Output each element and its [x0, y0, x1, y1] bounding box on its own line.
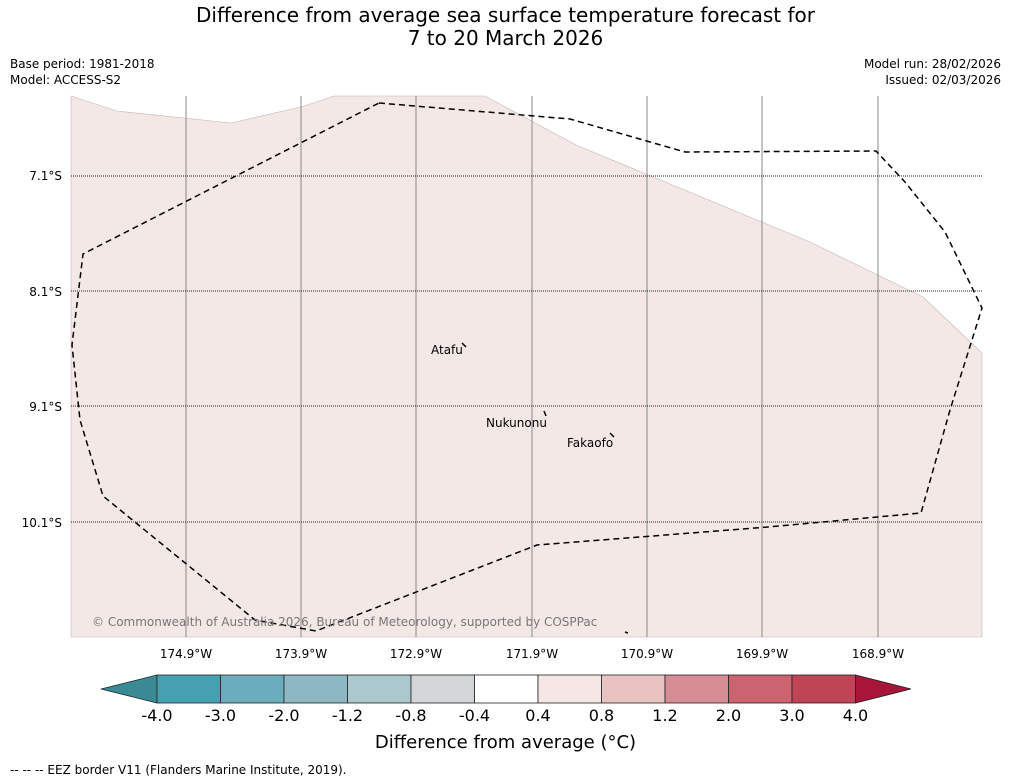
colorbar-swatch-2: [220, 674, 285, 704]
colorbar: [100, 674, 912, 704]
base-period: Base period: 1981-2018: [10, 57, 155, 71]
colorbar-extend-low: [100, 674, 158, 704]
colorbar-extend-high: [855, 674, 912, 704]
lon-label-1: 174.9°W: [160, 647, 212, 661]
nukunonu-island: [543, 410, 547, 417]
colorbar-label: 0.8: [588, 706, 615, 725]
title-line-1: Difference from average sea surface temp…: [195, 3, 815, 27]
meta-left: Base period: 1981-2018 Model: ACCESS-S2: [10, 56, 155, 88]
longitude-gridlines: [185, 96, 879, 637]
map-title: Difference from average sea surface temp…: [0, 4, 1011, 50]
model-name: Model: ACCESS-S2: [10, 73, 122, 87]
colorbar-swatch-5: [410, 674, 475, 704]
copyright-text: © Commonwealth of Australia 2026, Bureau…: [92, 615, 597, 629]
colorbar-swatch-6: [474, 674, 539, 704]
colorbar-swatch-11: [791, 674, 856, 704]
eez-legend-note: -- -- -- EEZ border V11 (Flanders Marine…: [10, 763, 347, 777]
colorbar-swatch-7: [537, 674, 602, 704]
lon-label-7: 168.9°W: [852, 647, 904, 661]
colorbar-label: -0.8: [395, 706, 427, 725]
colorbar-label: -0.4: [458, 706, 491, 725]
colorbar-swatch-10: [728, 674, 793, 704]
colorbar-label: -4.0: [141, 706, 173, 725]
colorbar-swatch-1: [156, 674, 221, 704]
colorbar-swatch-4: [347, 674, 412, 704]
lon-label-2: 173.9°W: [275, 647, 327, 661]
issued-date: Issued: 02/03/2026: [885, 73, 1001, 87]
title-line-2: 7 to 20 March 2026: [407, 26, 604, 50]
place-label-nukunonu: Nukunonu: [486, 416, 547, 430]
colorbar-label: -2.0: [268, 706, 300, 725]
place-label-fakaofo: Fakaofo: [567, 436, 613, 450]
colorbar-swatch-8: [601, 674, 666, 704]
lon-label-4: 171.9°W: [506, 647, 558, 661]
model-run: Model run: 28/02/2026: [863, 57, 1001, 71]
colorbar-label: 2.0: [715, 706, 742, 725]
lon-label-5: 170.9°W: [621, 647, 673, 661]
lat-label-3: 9.1°S: [29, 400, 62, 414]
colorbar-swatch-9: [664, 674, 729, 704]
anomaly-field: [70, 95, 983, 638]
lon-label-6: 169.9°W: [736, 647, 788, 661]
eez-border: [71, 102, 983, 632]
colorbar-label: -3.0: [204, 706, 237, 725]
colorbar-title: Difference from average (°C): [374, 732, 637, 753]
lon-label-3: 172.9°W: [390, 647, 442, 661]
lat-label-2: 8.1°S: [29, 285, 62, 299]
lat-label-4: 10.1°S: [22, 516, 62, 530]
colorbar-label: 1.2: [652, 706, 678, 725]
colorbar-label: 4.0: [842, 706, 869, 725]
place-label-atafu: Atafu: [431, 343, 463, 357]
colorbar-label: -1.2: [331, 706, 364, 725]
atafu-island: [461, 342, 467, 348]
lat-label-1: 7.1°S: [29, 169, 62, 183]
fakaofo-island: [609, 432, 615, 438]
swains-marker: [624, 631, 629, 634]
colorbar-label: 0.4: [525, 706, 551, 725]
meta-right: Model run: 28/02/2026 Issued: 02/03/2026: [864, 56, 1001, 88]
colorbar-swatch-3: [283, 674, 348, 704]
colorbar-label: 3.0: [779, 706, 805, 725]
